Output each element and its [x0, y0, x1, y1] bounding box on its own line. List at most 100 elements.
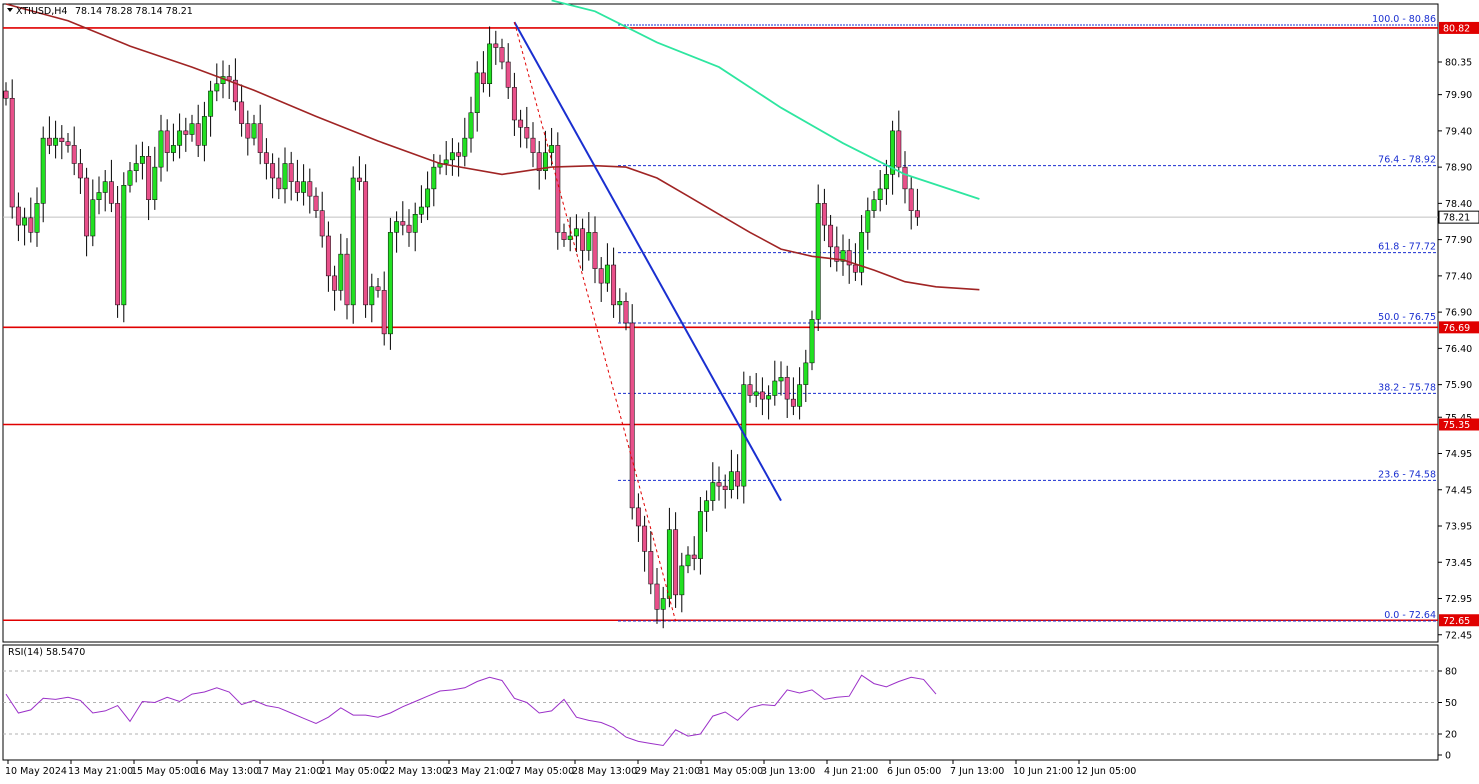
price-tick-label: 78.90 — [1445, 163, 1472, 174]
time-tick-label: 29 May 21:00 — [635, 766, 700, 777]
bull-candle — [34, 203, 40, 233]
current-price-label: 78.21 — [1443, 213, 1470, 224]
rsi-tick-label: 50 — [1445, 698, 1457, 709]
bear-candle — [65, 141, 71, 146]
bear-candle — [400, 221, 406, 226]
bull-candle — [251, 123, 257, 139]
bear-candle — [381, 290, 387, 335]
bull-candle — [573, 228, 579, 237]
bull-candle — [487, 43, 493, 84]
bull-candle — [809, 319, 815, 364]
time-tick-label: 22 May 13:00 — [383, 766, 448, 777]
bear-candle — [896, 130, 902, 168]
price-tick-label: 77.40 — [1445, 271, 1472, 282]
bull-candle — [152, 166, 158, 200]
bull-candle — [208, 90, 214, 117]
bear-candle — [790, 398, 796, 407]
bear-candle — [9, 98, 15, 208]
price-tick-label: 78.40 — [1445, 199, 1472, 210]
bear-candle — [654, 583, 660, 610]
time-tick-label: 7 Jun 13:00 — [950, 766, 1004, 777]
bear-candle — [759, 391, 765, 400]
price-tick-label: 77.90 — [1445, 235, 1472, 246]
fib-level-label: 100.0 - 80.86 — [1372, 14, 1436, 25]
symbol-label: XTIUSD,H4 — [16, 6, 67, 17]
time-tick-label: 6 Jun 05:00 — [887, 766, 941, 777]
time-tick-label: 17 May 21:00 — [257, 766, 322, 777]
time-tick-label: 3 Jun 13:00 — [761, 766, 815, 777]
candlesticks — [3, 26, 920, 629]
bull-candle — [22, 217, 28, 226]
time-tick-label: 4 Jun 21:00 — [824, 766, 878, 777]
bear-candle — [313, 195, 319, 211]
bear-candle — [232, 79, 238, 103]
bull-candle — [158, 130, 164, 168]
bear-candle — [635, 507, 641, 527]
fib-level-label: 50.0 - 76.75 — [1378, 312, 1436, 323]
bear-candle — [146, 156, 152, 200]
time-tick-label: 23 May 21:00 — [446, 766, 511, 777]
bull-candle — [369, 286, 375, 306]
bear-candle — [673, 529, 679, 596]
time-tick-label: 15 May 05:00 — [131, 766, 196, 777]
bear-candle — [195, 123, 201, 146]
horizontal-line-label: 72.65 — [1443, 616, 1470, 627]
bear-candle — [499, 47, 505, 63]
bear-candle — [307, 181, 313, 197]
bull-candle — [697, 511, 703, 559]
bull-candle — [859, 232, 865, 273]
bull-candle — [604, 264, 610, 284]
bull-candle — [443, 159, 449, 164]
bull-candle — [815, 203, 821, 320]
bear-candle — [580, 228, 586, 251]
fast-moving-average — [551, 0, 980, 200]
bull-candle — [102, 181, 108, 193]
bull-candle — [170, 145, 176, 153]
bear-candle — [852, 264, 858, 273]
bull-candle — [418, 206, 424, 215]
bull-candle — [803, 362, 809, 385]
bear-candle — [46, 137, 52, 146]
time-tick-label: 28 May 13:00 — [572, 766, 637, 777]
bear-candle — [375, 286, 381, 291]
bear-candle — [270, 163, 276, 179]
bear-candle — [239, 101, 245, 124]
bull-candle — [214, 83, 220, 92]
bear-candle — [642, 525, 648, 552]
time-tick-label: 12 Jun 05:00 — [1076, 766, 1136, 777]
bull-candle — [338, 253, 344, 291]
bear-candle — [319, 210, 325, 237]
bear-candle — [902, 166, 908, 190]
bull-candle — [704, 500, 710, 512]
price-tick-label: 72.95 — [1445, 594, 1472, 605]
bull-candle — [840, 250, 846, 262]
bear-candle — [294, 181, 300, 193]
price-tick-label: 79.40 — [1445, 126, 1472, 137]
bear-candle — [77, 163, 83, 179]
rsi-panel: 80 50 20 0 — [3, 667, 1457, 762]
bear-candle — [226, 76, 232, 81]
bull-candle — [766, 395, 772, 400]
bull-candle — [387, 232, 393, 335]
bull-candle — [127, 170, 133, 186]
price-tick-label: 76.40 — [1445, 344, 1472, 355]
bear-candle — [716, 482, 722, 487]
bull-candle — [883, 174, 889, 190]
price-tick-label: 73.45 — [1445, 558, 1472, 569]
bear-candle — [332, 275, 338, 291]
dropdown-triangle-icon[interactable] — [7, 8, 13, 12]
bear-candle — [834, 246, 840, 262]
bear-candle — [15, 206, 21, 226]
price-tick-label: 74.45 — [1445, 485, 1472, 496]
rsi-line — [5, 674, 937, 747]
bear-candle — [115, 203, 121, 306]
bear-candle — [28, 217, 34, 233]
bull-candle — [40, 137, 46, 204]
fib-level-label: 0.0 - 72.64 — [1384, 610, 1436, 621]
bull-candle — [90, 199, 96, 237]
bull-candle — [394, 221, 400, 233]
bull-candle — [462, 137, 468, 157]
